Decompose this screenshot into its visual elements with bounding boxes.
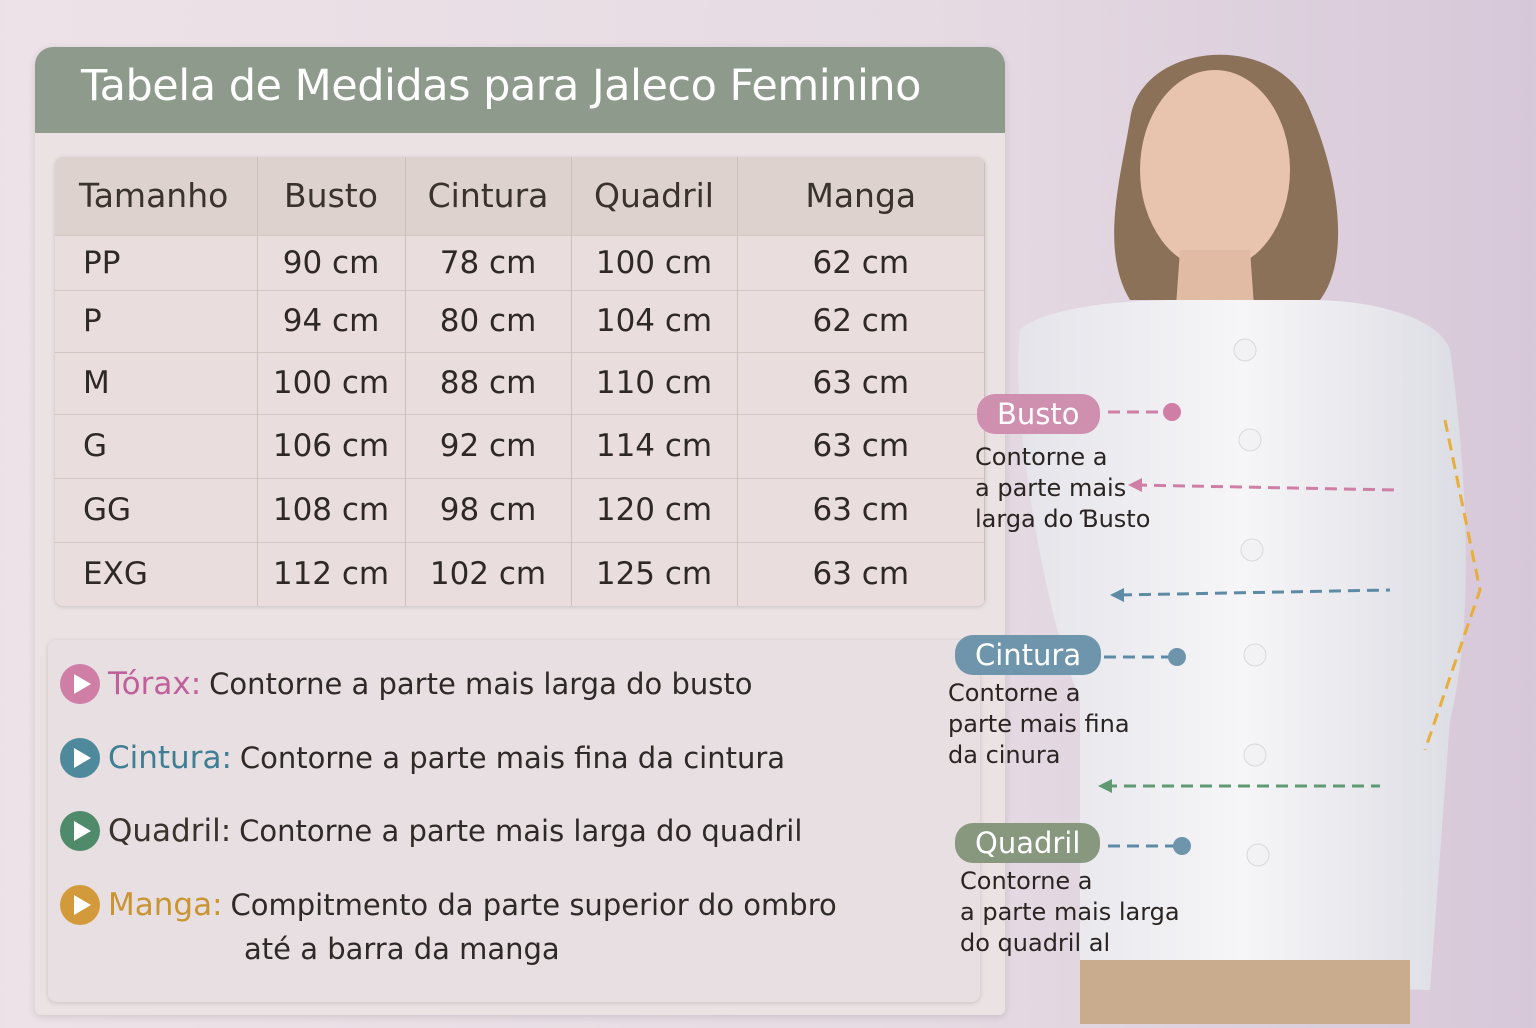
table-cell: 88 cm: [405, 351, 572, 414]
quadril-label: Quadril: [955, 823, 1101, 863]
table-cell: P: [55, 289, 258, 352]
legend-item-manga: Manga: Compitmento da parte superior do o…: [60, 885, 837, 925]
table-cell: 120 cm: [571, 477, 738, 542]
table-cell: 62 cm: [737, 234, 985, 290]
legend-text: Contorne a parte mais fina da cintura: [239, 741, 786, 775]
table-cell: GG: [55, 477, 258, 542]
table-row: PP 90 cm 78 cm 100 cm 62 cm: [55, 234, 985, 290]
table-cell: 100 cm: [257, 351, 406, 414]
note-line: parte mais fina: [948, 710, 1130, 738]
play-circle-icon: [60, 885, 100, 925]
legend-label: Quadril:: [108, 813, 232, 849]
table-cell: 63 cm: [737, 413, 985, 478]
table-row: P 94 cm 80 cm 104 cm 62 cm: [55, 289, 985, 352]
table-row: GG 108 cm 98 cm 120 cm 63 cm: [55, 477, 985, 542]
table-cell: 104 cm: [571, 289, 738, 352]
table-cell: 63 cm: [737, 477, 985, 542]
table-cell: 78 cm: [405, 234, 572, 290]
table-cell: 114 cm: [571, 413, 738, 478]
table-row: EXG 112 cm 102 cm 125 cm 63 cm: [55, 541, 985, 606]
play-circle-icon: [60, 811, 100, 851]
cintura-note: Contorne a parte mais fina da cinura: [948, 678, 1130, 771]
col-header-cintura: Cintura: [405, 157, 572, 235]
legend-text: Contorne a parte mais larga do busto: [209, 667, 753, 701]
table-cell: EXG: [55, 541, 258, 606]
table-cell: 110 cm: [571, 351, 738, 414]
table-cell: 92 cm: [405, 413, 572, 478]
legend-label: Cintura:: [108, 740, 232, 776]
legend-item-quadril: Quadril: Contorne a parte mais larga do q…: [60, 811, 802, 851]
note-line: Contorne a: [948, 679, 1081, 707]
table-cell: 125 cm: [571, 541, 738, 606]
note-line: a parte mais: [975, 474, 1127, 502]
size-table: Tamanho Busto Cintura Quadril Manga PP 90…: [55, 157, 985, 606]
page-title: Tabela de Medidas para Jaleco Feminino: [35, 47, 1005, 133]
legend-label: Tórax:: [108, 666, 202, 702]
table-cell: 98 cm: [405, 477, 572, 542]
measurement-legend: Tórax: Contorne a parte mais larga do bus…: [48, 640, 980, 1002]
table-cell: G: [55, 413, 258, 478]
legend-label: Manga:: [108, 887, 223, 923]
table-cell: 63 cm: [737, 351, 985, 414]
legend-text: Contorne a parte mais larga do quadril: [239, 814, 803, 848]
play-circle-icon: [60, 738, 100, 778]
table-cell: PP: [55, 234, 258, 290]
note-line: do quadril al: [960, 929, 1111, 957]
col-header-manga: Manga: [737, 157, 985, 235]
play-circle-icon: [60, 664, 100, 704]
quadril-note: Contorne a a parte mais larga do quadril a…: [960, 866, 1180, 959]
table-cell: 90 cm: [257, 234, 406, 290]
table-row: G 106 cm 92 cm 114 cm 63 cm: [55, 413, 985, 478]
table-cell: M: [55, 351, 258, 414]
cintura-label: Cintura: [955, 635, 1102, 675]
col-header-quadril: Quadril: [571, 157, 738, 235]
col-header-tamanho: Tamanho: [55, 157, 258, 235]
table-cell: 63 cm: [737, 541, 985, 606]
note-line: da cinura: [948, 741, 1061, 769]
legend-item-torax: Tórax: Contorne a parte mais larga do bus…: [60, 664, 752, 704]
table-cell: 62 cm: [737, 289, 985, 352]
note-line: a parte mais larga: [960, 898, 1180, 926]
busto-label: Busto: [977, 394, 1100, 434]
table-cell: 94 cm: [257, 289, 406, 352]
col-header-busto: Busto: [257, 157, 406, 235]
table-cell: 102 cm: [405, 541, 572, 606]
note-line: Contorne a: [975, 443, 1108, 471]
legend-text: Compitmento da parte superior do ombro: [230, 888, 837, 922]
table-cell: 112 cm: [257, 541, 406, 606]
table-cell: 80 cm: [405, 289, 572, 352]
note-line: larga do Ɓusto: [975, 505, 1151, 533]
model-photo: [980, 0, 1536, 1024]
legend-text-continued: até a barra da manga: [244, 932, 560, 966]
table-cell: 100 cm: [571, 234, 738, 290]
table-row: M 100 cm 88 cm 110 cm 63 cm: [55, 351, 985, 414]
table-cell: 106 cm: [257, 413, 406, 478]
busto-note: Contorne a a parte mais larga do Ɓusto: [975, 442, 1150, 535]
table-cell: 108 cm: [257, 477, 406, 542]
note-line: Contorne a: [960, 867, 1093, 895]
legend-item-cintura: Cintura: Contorne a parte mais fina da ci…: [60, 738, 785, 778]
